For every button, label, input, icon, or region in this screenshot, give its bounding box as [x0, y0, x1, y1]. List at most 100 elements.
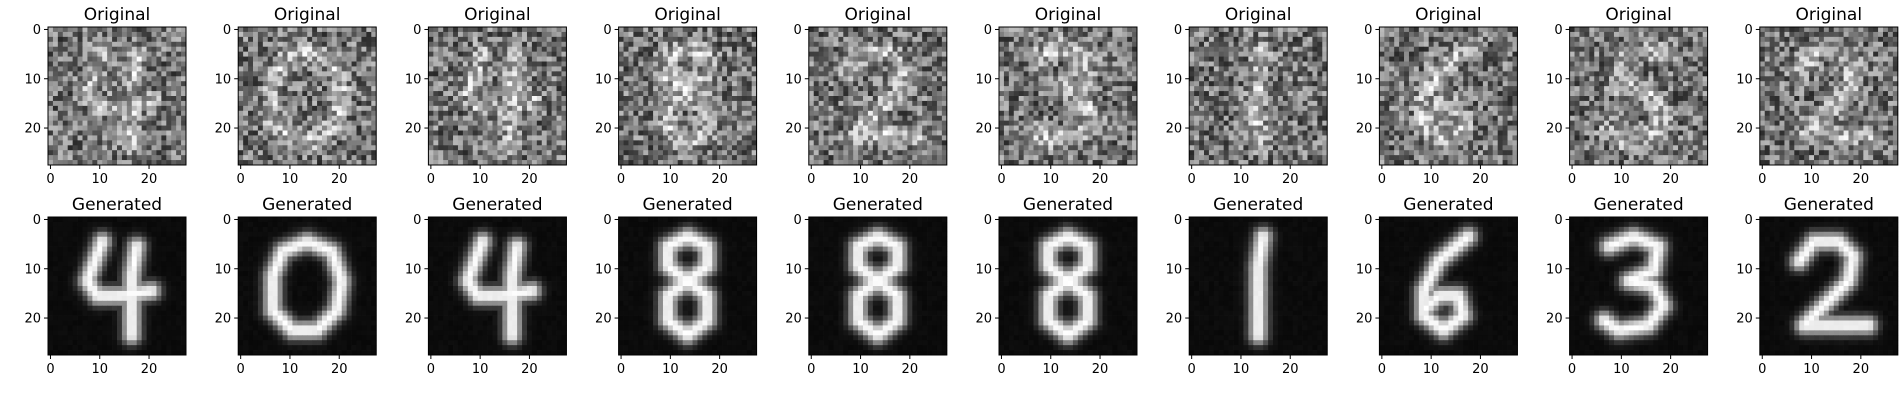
pixel	[858, 135, 864, 141]
pixel	[282, 46, 288, 52]
pixel	[62, 140, 69, 146]
pixel	[321, 150, 328, 156]
pixel	[92, 61, 98, 67]
pixel	[62, 145, 69, 151]
pixel	[428, 140, 434, 146]
pixel	[448, 105, 454, 112]
pixel	[171, 46, 177, 52]
pixel	[331, 56, 338, 62]
pixel	[697, 135, 703, 141]
pixel	[1038, 31, 1044, 38]
pixel	[702, 125, 708, 131]
pixel	[662, 155, 669, 161]
pixel	[257, 36, 264, 43]
pixel	[741, 120, 748, 126]
pixel	[808, 96, 815, 102]
pixel	[517, 46, 523, 52]
pixel	[292, 145, 298, 151]
pixel	[526, 86, 533, 92]
pixel	[551, 86, 557, 92]
pixel	[248, 96, 254, 102]
pixel	[1127, 160, 1133, 166]
pixel	[818, 41, 824, 48]
pixel	[1082, 140, 1089, 146]
pixel	[741, 81, 748, 87]
pixel	[517, 76, 523, 82]
pixel	[1038, 160, 1044, 166]
pixel	[848, 86, 854, 92]
pixel	[72, 86, 78, 92]
pixel	[326, 120, 333, 126]
pixel	[848, 66, 854, 72]
pixel	[722, 56, 728, 62]
pixel	[1322, 27, 1328, 33]
pixel	[1033, 51, 1039, 57]
pixel	[741, 115, 748, 121]
pixel	[346, 130, 352, 136]
pixel	[517, 130, 523, 136]
pixel	[176, 56, 182, 62]
pixel	[297, 155, 303, 161]
pixel	[1068, 56, 1074, 62]
pixel	[366, 100, 372, 107]
pixel	[551, 125, 557, 131]
pixel	[126, 91, 133, 97]
pixel	[662, 27, 669, 33]
pixel	[307, 56, 313, 62]
pixel	[727, 61, 733, 67]
pixel	[712, 61, 718, 67]
pixel	[882, 160, 889, 166]
pixel	[107, 135, 113, 141]
pixel	[546, 155, 552, 161]
pixel	[467, 31, 474, 38]
pixel	[623, 140, 629, 146]
pixel	[1112, 66, 1118, 72]
pixel	[502, 91, 508, 97]
pixel	[902, 150, 908, 156]
pixel	[999, 100, 1005, 107]
pixel	[156, 96, 162, 102]
pixel	[72, 140, 78, 146]
pixel	[146, 41, 152, 48]
pixel	[487, 56, 493, 62]
pixel	[156, 71, 162, 77]
pixel	[638, 56, 644, 62]
pixel	[1132, 130, 1138, 136]
pixel	[117, 96, 123, 102]
pixel	[1097, 160, 1103, 166]
pixel	[121, 96, 128, 102]
pixel	[433, 91, 439, 97]
pixel	[722, 120, 728, 126]
pixel	[146, 31, 152, 38]
pixel	[181, 130, 187, 136]
pixel	[238, 120, 244, 126]
pixel	[1189, 41, 1195, 48]
pixel	[522, 105, 528, 112]
pixel	[457, 130, 464, 136]
pixel	[623, 51, 629, 57]
pixel	[331, 120, 338, 126]
pixel	[672, 145, 679, 151]
pixel	[999, 76, 1005, 82]
pixel	[502, 81, 508, 87]
pixel	[927, 36, 933, 43]
pixel	[366, 31, 372, 38]
pixel	[1132, 150, 1138, 156]
pixel	[457, 46, 464, 52]
pixel	[366, 36, 372, 43]
pixel	[833, 100, 839, 107]
pixel	[77, 115, 83, 121]
pixel	[1033, 135, 1039, 141]
pixel	[467, 46, 474, 52]
pixel	[492, 100, 498, 107]
pixel	[741, 36, 748, 43]
pixel	[1292, 36, 1298, 43]
pixel	[633, 130, 639, 136]
x-tick-label: 20	[331, 172, 348, 187]
pixel	[438, 140, 444, 146]
pixel	[1092, 150, 1098, 156]
pixel	[941, 140, 948, 146]
pixel	[687, 145, 693, 151]
pixel	[1132, 145, 1138, 151]
pixel	[371, 36, 377, 43]
